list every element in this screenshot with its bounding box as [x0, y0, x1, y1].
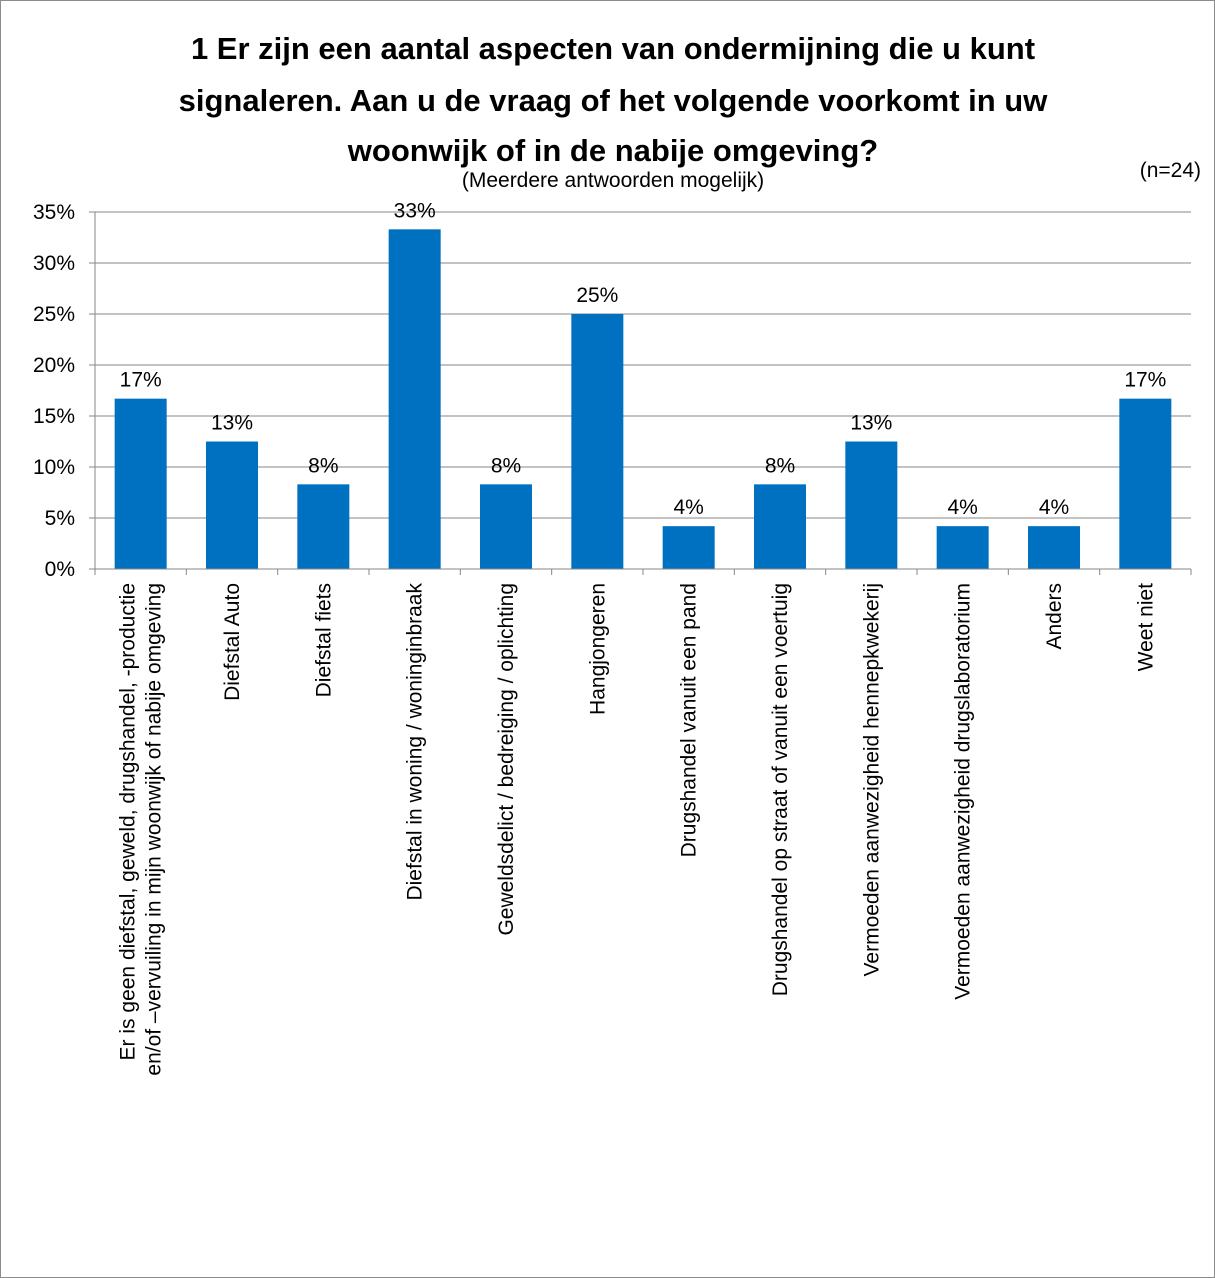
chart-title-line: 1 Er zijn een aantal aspecten van onderm… — [191, 31, 1035, 66]
category-label: Drugshandel vanuit een pand — [678, 583, 701, 857]
gridlines — [95, 211, 1191, 519]
bar — [480, 484, 532, 569]
category-label: en/of –vervuiling in mijn woonwijk of na… — [143, 583, 166, 1076]
y-axis-ticks: 0% 5% 10% 15% 20% 25% 30% 35% — [33, 201, 95, 581]
bar — [388, 229, 441, 569]
bar — [297, 484, 350, 569]
y-tick-label: 25% — [33, 303, 75, 326]
data-label: 17% — [120, 369, 162, 392]
bar — [114, 398, 167, 569]
category-label: Diefstal fiets — [312, 583, 335, 697]
chart-subtitle: (Meerdere antwoorden mogelijk) — [462, 169, 764, 192]
bar — [206, 441, 258, 569]
y-tick-label: 20% — [33, 354, 75, 377]
category-label: Geweldsdelict / bedreiging / oplichting — [495, 583, 518, 936]
category-label: Anders — [1043, 583, 1066, 650]
bar — [754, 484, 806, 569]
data-label: 13% — [211, 412, 253, 435]
category-label: Vermoeden aanwezigheid hennepkwekerij — [860, 583, 883, 976]
data-label: 25% — [576, 284, 618, 307]
x-axis-category-labels: Er is geen diefstal, geweld, drugshandel… — [117, 583, 1158, 1076]
category-label: Diefstal Auto — [221, 583, 244, 701]
y-tick-label: 15% — [33, 405, 75, 428]
data-label: 17% — [1124, 369, 1166, 392]
category-label: Weet niet — [1134, 583, 1157, 671]
y-tick-label: 0% — [45, 558, 75, 581]
data-label: 8% — [491, 454, 521, 477]
data-label: 4% — [1039, 496, 1069, 519]
bar — [1119, 398, 1172, 569]
bar — [571, 314, 624, 569]
data-label: 8% — [765, 454, 795, 477]
y-tick-label: 35% — [33, 201, 75, 224]
chart-title-line: signaleren. Aan u de vraag of het volgen… — [179, 83, 1049, 118]
data-label: 4% — [947, 496, 977, 519]
category-label: Vermoeden aanwezigheid drugslaboratorium — [952, 583, 975, 1000]
bar — [845, 441, 898, 569]
sample-size-note: (n=24) — [1140, 159, 1201, 182]
category-label: Er is geen diefstal, geweld, drugshandel… — [117, 583, 140, 1060]
chart-title-line: woonwijk of in de nabije omgeving? — [347, 133, 878, 168]
y-tick-label: 5% — [45, 507, 75, 530]
bar — [936, 526, 989, 569]
y-tick-label: 30% — [33, 252, 75, 275]
category-label: Hangjongeren — [586, 583, 609, 715]
category-label: Diefstal in woning / woninginbraak — [404, 583, 427, 901]
bar — [662, 526, 715, 569]
y-tick-label: 10% — [33, 456, 75, 479]
category-label: Drugshandel op straat of vanuit een voer… — [769, 583, 792, 996]
bars — [114, 229, 1172, 569]
data-labels: 17% 13% 8% 33% 8% 25% 4% 8% 13% 4% 4% 17% — [120, 199, 1167, 519]
data-label: 13% — [850, 412, 892, 435]
data-label: 8% — [308, 454, 338, 477]
chart-title: 1 Er zijn een aantal aspecten van onderm… — [179, 31, 1049, 168]
bar — [1028, 526, 1080, 569]
axes — [94, 212, 1192, 575]
data-label: 4% — [673, 496, 703, 519]
data-label: 33% — [394, 199, 436, 222]
